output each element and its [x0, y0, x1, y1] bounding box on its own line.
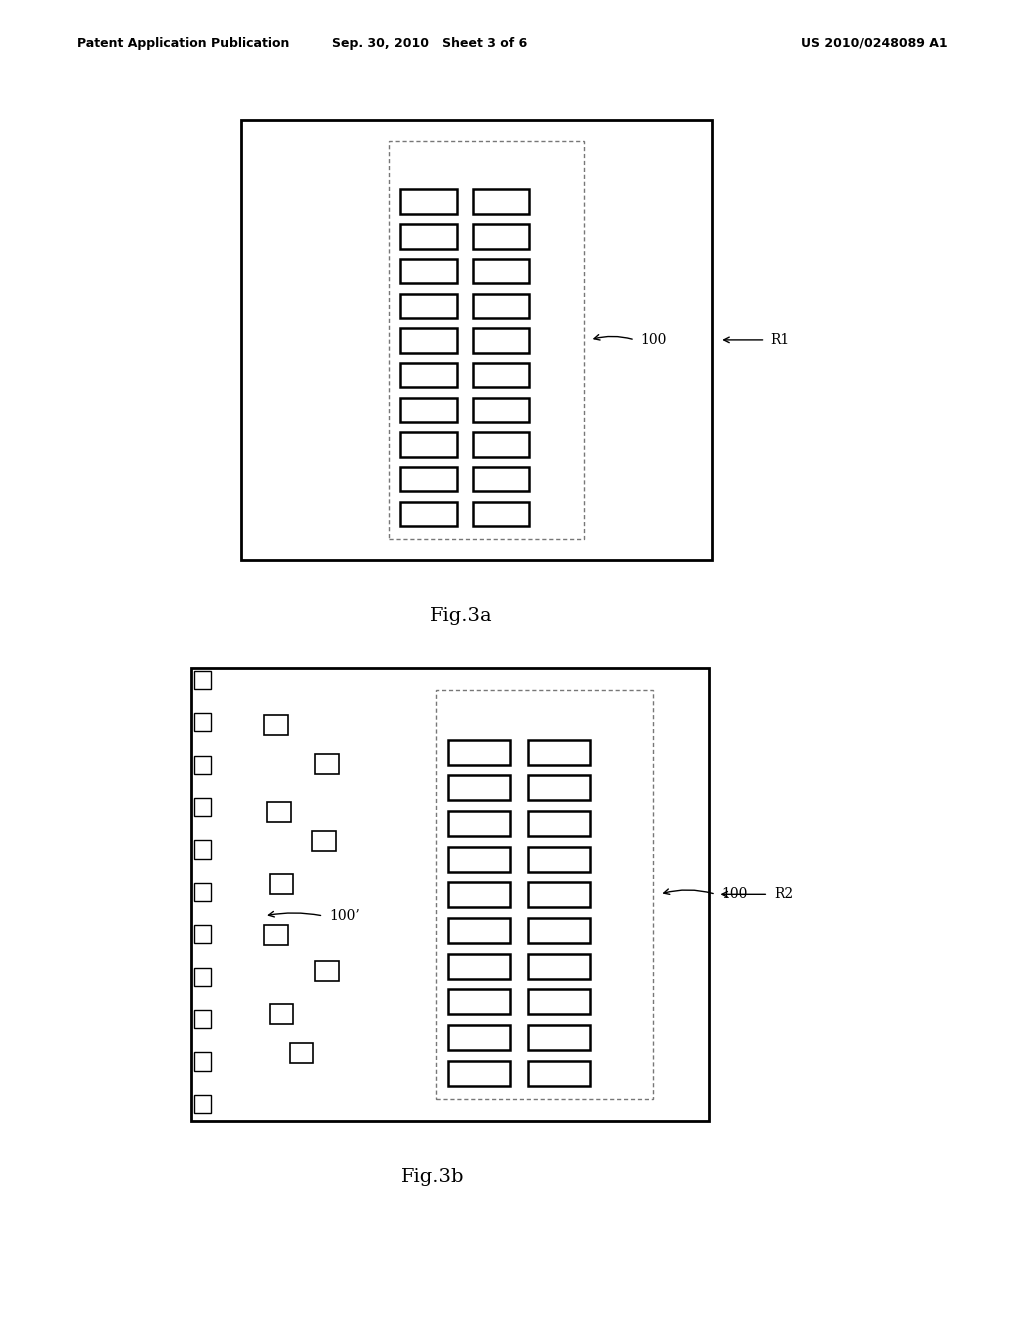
- Bar: [528, 1024, 590, 1049]
- Bar: [400, 259, 457, 284]
- Bar: [473, 224, 529, 248]
- Bar: [194, 1052, 211, 1071]
- Text: Fig.3b: Fig.3b: [401, 1168, 465, 1187]
- Bar: [400, 502, 457, 525]
- Bar: [528, 882, 590, 907]
- Bar: [194, 968, 211, 986]
- Bar: [449, 739, 510, 764]
- Bar: [400, 363, 457, 387]
- Bar: [400, 432, 457, 457]
- Bar: [400, 397, 457, 422]
- Text: Fig.3a: Fig.3a: [429, 607, 493, 626]
- Bar: [449, 953, 510, 978]
- Bar: [473, 190, 529, 214]
- Bar: [473, 397, 529, 422]
- Bar: [449, 1024, 510, 1049]
- Bar: [400, 293, 457, 318]
- Bar: [400, 329, 457, 352]
- Bar: [449, 989, 510, 1014]
- Bar: [264, 924, 288, 945]
- Bar: [528, 917, 590, 942]
- Bar: [194, 841, 211, 858]
- Bar: [400, 224, 457, 248]
- Bar: [528, 775, 590, 800]
- Text: Sep. 30, 2010   Sheet 3 of 6: Sep. 30, 2010 Sheet 3 of 6: [333, 37, 527, 50]
- Bar: [312, 830, 336, 851]
- Bar: [194, 925, 211, 944]
- Text: US 2010/0248089 A1: US 2010/0248089 A1: [801, 37, 947, 50]
- Bar: [473, 432, 529, 457]
- Bar: [194, 671, 211, 689]
- Text: Patent Application Publication: Patent Application Publication: [77, 37, 289, 50]
- Bar: [400, 190, 457, 214]
- Bar: [194, 1010, 211, 1028]
- Bar: [528, 739, 590, 764]
- Bar: [473, 329, 529, 352]
- Bar: [270, 874, 294, 895]
- Bar: [315, 961, 339, 981]
- Bar: [473, 502, 529, 525]
- Text: R2: R2: [774, 887, 793, 902]
- Bar: [264, 715, 288, 735]
- Text: 100: 100: [640, 333, 667, 347]
- Bar: [449, 810, 510, 836]
- Bar: [315, 754, 339, 774]
- Bar: [194, 883, 211, 902]
- Bar: [473, 259, 529, 284]
- Bar: [194, 1094, 211, 1113]
- Text: 100: 100: [722, 887, 748, 902]
- Bar: [528, 810, 590, 836]
- Bar: [449, 846, 510, 871]
- Bar: [528, 989, 590, 1014]
- Text: R1: R1: [771, 333, 790, 347]
- Bar: [528, 846, 590, 871]
- Bar: [194, 797, 211, 816]
- Bar: [449, 917, 510, 942]
- Bar: [194, 755, 211, 774]
- Bar: [194, 713, 211, 731]
- Bar: [473, 293, 529, 318]
- Bar: [528, 953, 590, 978]
- Bar: [449, 775, 510, 800]
- Bar: [270, 1005, 294, 1024]
- Bar: [449, 882, 510, 907]
- Text: 100’: 100’: [329, 909, 359, 923]
- Bar: [473, 363, 529, 387]
- Bar: [267, 801, 291, 822]
- Bar: [389, 141, 584, 539]
- Bar: [473, 467, 529, 491]
- Bar: [436, 689, 653, 1100]
- Bar: [528, 1060, 590, 1085]
- Bar: [400, 467, 457, 491]
- Bar: [449, 1060, 510, 1085]
- Bar: [290, 1043, 313, 1063]
